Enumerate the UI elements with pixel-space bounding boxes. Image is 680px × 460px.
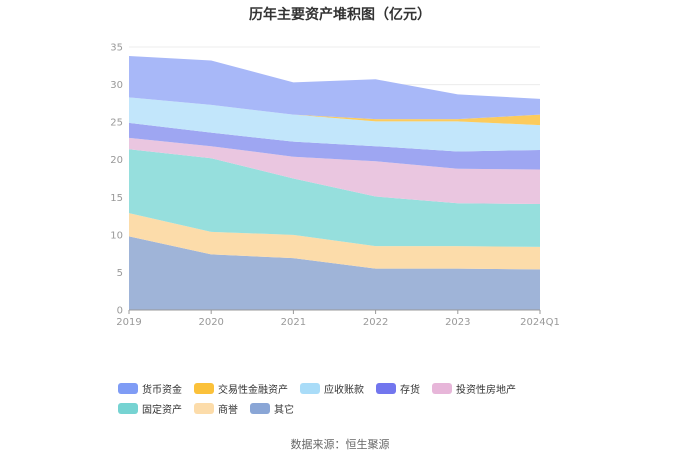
legend: 货币资金 交易性金融资产 应收账款 存货 投资性房地产固定资产 商誉 其它 <box>118 378 578 418</box>
y-tick-label: 10 <box>110 230 123 241</box>
x-tick-label: 2024Q1 <box>520 317 560 328</box>
x-tick-label: 2023 <box>445 317 470 328</box>
y-tick-label: 5 <box>117 268 123 279</box>
legend-item[interactable]: 商誉 <box>194 398 238 418</box>
legend-label: 投资性房地产 <box>456 384 516 396</box>
y-tick-label: 0 <box>117 306 123 317</box>
area-series <box>129 56 540 120</box>
legend-item[interactable]: 其它 <box>250 398 294 418</box>
area-series <box>129 97 540 126</box>
x-tick-label: 2021 <box>281 317 306 328</box>
x-tick-label: 2019 <box>116 317 141 328</box>
x-tick-label: 2020 <box>198 317 223 328</box>
legend-swatch <box>194 382 214 394</box>
y-tick-label: 25 <box>110 118 123 129</box>
legend-item[interactable]: 应收账款 <box>300 378 364 398</box>
legend-swatch <box>118 382 138 394</box>
legend-label: 商誉 <box>218 404 238 416</box>
legend-swatch <box>432 382 452 394</box>
legend-label: 固定资产 <box>142 404 182 416</box>
legend-label: 应收账款 <box>324 384 364 396</box>
legend-label: 其它 <box>274 404 294 416</box>
legend-swatch <box>300 382 320 394</box>
area-series <box>129 97 540 152</box>
x-tick-label: 2022 <box>363 317 388 328</box>
y-tick-label: 35 <box>110 43 123 54</box>
legend-swatch <box>194 402 214 414</box>
y-tick-label: 30 <box>110 80 123 91</box>
area-series <box>129 137 540 205</box>
area-series <box>129 122 540 170</box>
axes: 2019 2020 2021 2022 2023 2024Q1 <box>116 309 560 328</box>
source-note: 数据来源：恒生聚源 <box>290 438 390 451</box>
legend-swatch <box>118 402 138 414</box>
legend-label: 交易性金融资产 <box>218 384 288 396</box>
legend-item[interactable]: 固定资产 <box>118 398 182 418</box>
area-series <box>129 213 540 270</box>
legend-item[interactable]: 存货 <box>376 378 420 398</box>
area-series <box>129 236 540 310</box>
y-tick-label: 15 <box>110 193 123 204</box>
stacked-areas <box>129 56 540 310</box>
legend-swatch <box>376 382 396 394</box>
chart-title: 历年主要资产堆积图（亿元） <box>249 7 431 23</box>
legend-label: 货币资金 <box>142 384 182 396</box>
y-tick-label: 20 <box>110 155 123 166</box>
area-series <box>129 149 540 247</box>
legend-swatch <box>250 402 270 414</box>
legend-item[interactable]: 货币资金 <box>118 378 182 398</box>
legend-item[interactable]: 交易性金融资产 <box>194 378 288 398</box>
legend-label: 存货 <box>400 384 420 396</box>
legend-item[interactable]: 投资性房地产 <box>432 378 516 398</box>
